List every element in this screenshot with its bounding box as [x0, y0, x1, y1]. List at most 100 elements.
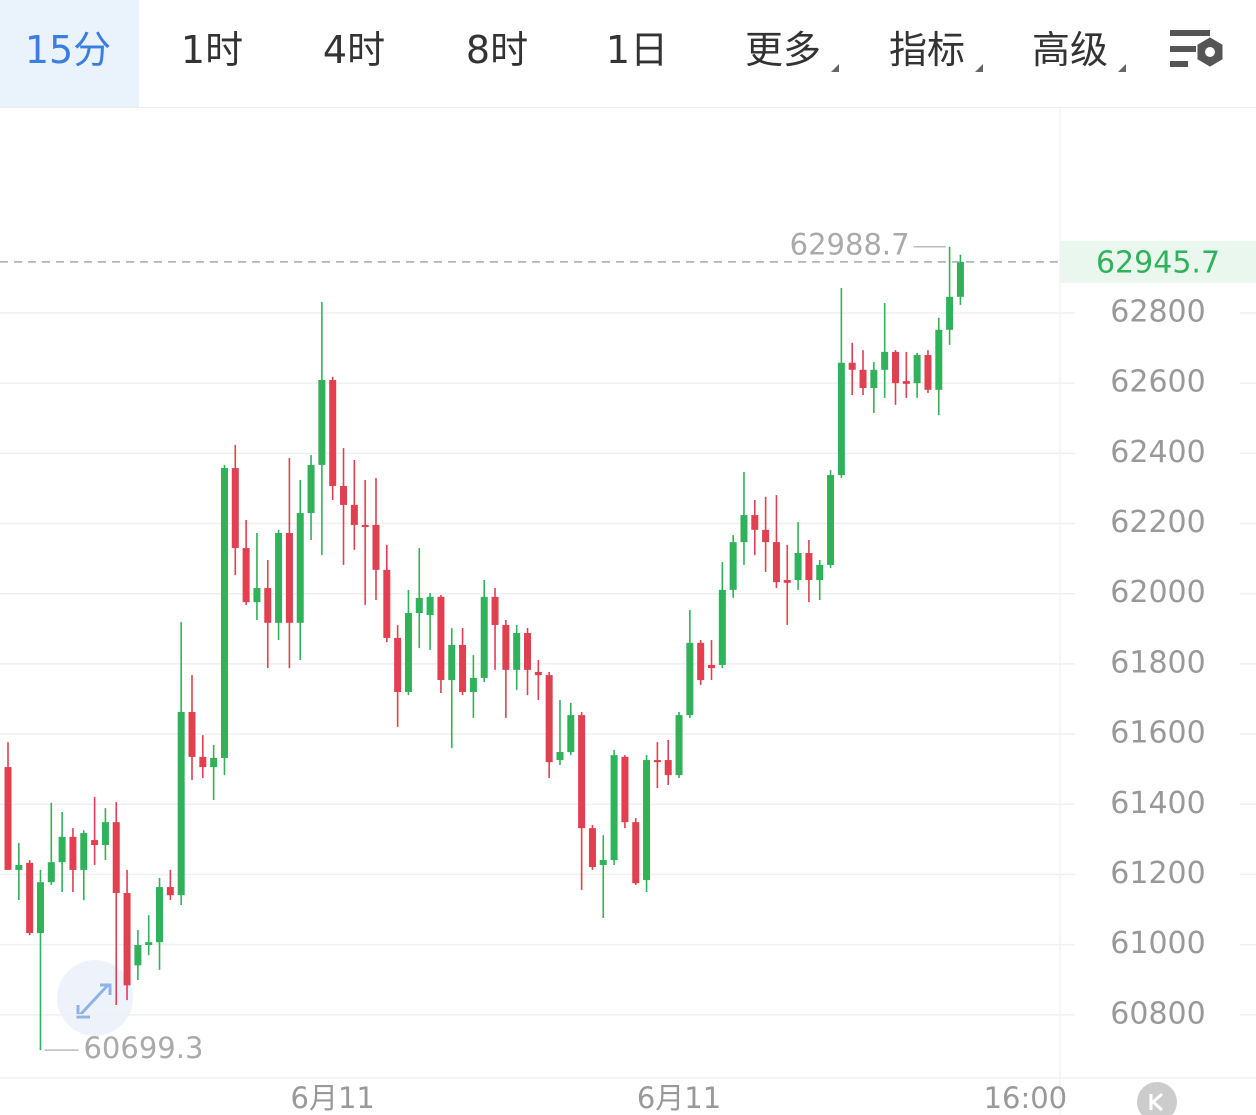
candle-body: [383, 569, 391, 638]
tab[interactable]: 4时: [322, 28, 386, 72]
candle-body: [794, 552, 802, 581]
candle-body: [783, 580, 791, 583]
candle-body: [891, 351, 899, 384]
min-label: 60699.3: [83, 1031, 203, 1065]
y-tick-label: 61000: [1110, 926, 1205, 961]
candle-body: [935, 329, 943, 390]
x-tick-label: 16:00: [984, 1081, 1068, 1115]
candle-body: [924, 355, 932, 390]
candle-body: [653, 760, 661, 763]
tab[interactable]: 更多: [744, 28, 821, 72]
candle-body: [827, 475, 835, 565]
candle-body: [870, 369, 878, 389]
candle-body: [177, 711, 185, 896]
candle-body: [47, 862, 55, 883]
candle-body: [708, 664, 716, 669]
dropdown-caret: [831, 64, 839, 72]
candle-body: [231, 468, 239, 549]
candle-body: [772, 542, 780, 583]
candle-body: [415, 597, 423, 614]
candle-body: [156, 887, 164, 943]
candle-body: [459, 644, 467, 692]
y-tick-label: 61800: [1110, 645, 1205, 680]
candle-body: [307, 464, 315, 513]
candle-body: [805, 552, 813, 581]
y-tick-label: 62200: [1110, 505, 1205, 540]
candle-body: [242, 548, 250, 603]
last-price-bg: [1060, 240, 1256, 283]
candle-body: [513, 633, 521, 670]
candle-body: [610, 755, 618, 861]
candle-body: [859, 369, 867, 389]
candle-body: [437, 596, 445, 681]
tab[interactable]: 指标: [888, 28, 965, 72]
candle-body: [123, 893, 131, 986]
candle-body: [729, 542, 737, 590]
candle-body: [361, 524, 369, 528]
expand-button[interactable]: [57, 960, 133, 1036]
candle-body: [816, 564, 824, 581]
y-tick-label: 60800: [1110, 996, 1205, 1031]
candle-body: [404, 613, 412, 692]
candle-body: [578, 715, 586, 829]
last-price-label: 62945.7: [1096, 245, 1220, 280]
candle-body: [134, 944, 142, 966]
y-tick-label: 62000: [1110, 575, 1205, 610]
candle-body: [101, 822, 109, 845]
candle-body: [675, 715, 683, 776]
y-tick-label: 61400: [1110, 786, 1205, 821]
candle-body: [697, 642, 705, 681]
candle-body: [686, 642, 694, 716]
x-tick-label: 6月11: [291, 1081, 375, 1115]
candle-body: [664, 760, 672, 776]
candle-body: [166, 887, 174, 896]
candle-body: [848, 362, 856, 370]
candle-body: [913, 355, 921, 384]
candle-body: [524, 633, 532, 670]
candle-body: [502, 624, 510, 670]
kline-button[interactable]: [1137, 1082, 1177, 1115]
candle-body: [837, 362, 845, 476]
y-tick-label: 61200: [1110, 856, 1205, 891]
candle-body: [394, 637, 402, 692]
candle-body: [253, 588, 261, 603]
candle-body: [58, 836, 66, 863]
candle-body: [350, 504, 358, 525]
candle-body: [534, 671, 542, 676]
candle-body: [946, 296, 954, 330]
candle-body: [632, 822, 640, 884]
candle-body: [643, 760, 651, 881]
candle-body: [567, 715, 575, 752]
x-tick-label: 6月11: [637, 1081, 721, 1115]
candle-body: [112, 822, 120, 894]
candle-body: [15, 864, 23, 870]
max-label: 62988.7: [790, 228, 910, 262]
candle-body: [426, 596, 434, 616]
candle-body: [69, 836, 77, 870]
y-tick-label: 61600: [1110, 716, 1205, 751]
tab[interactable]: 15分: [0, 0, 139, 107]
candle-body: [588, 828, 596, 868]
candle-body: [902, 381, 910, 384]
candle-body: [556, 751, 564, 761]
candle-body: [480, 596, 488, 678]
candle-body: [762, 529, 770, 543]
candle-body: [80, 833, 88, 870]
tab[interactable]: 高级: [1031, 28, 1108, 72]
candle-body: [36, 882, 44, 934]
candle-body: [469, 677, 477, 692]
tab-bar: [0, 0, 1256, 108]
tab[interactable]: 1日: [605, 28, 669, 72]
settings-icon[interactable]: [1170, 30, 1223, 67]
candle-body: [220, 468, 228, 758]
candle-body: [448, 644, 456, 681]
candle-body: [621, 756, 629, 823]
candle-body: [599, 860, 607, 865]
dropdown-caret: [975, 64, 983, 72]
tab[interactable]: 8时: [465, 28, 529, 72]
candle-body: [210, 757, 218, 768]
y-tick-label: 62800: [1110, 294, 1205, 329]
candle-body: [329, 379, 337, 486]
tab[interactable]: 1时: [180, 28, 244, 72]
